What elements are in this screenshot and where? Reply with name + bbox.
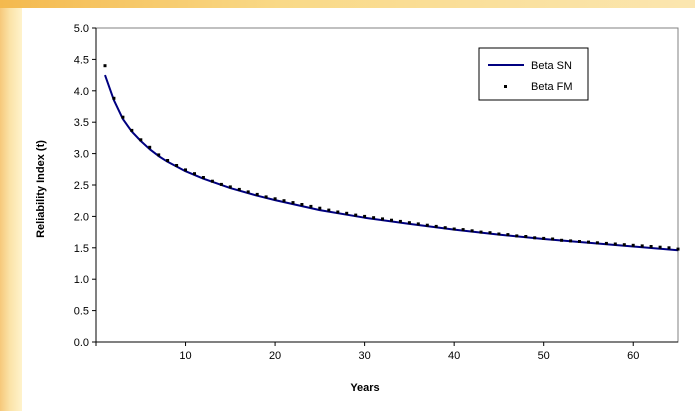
data-point-beta-fm bbox=[363, 214, 367, 218]
data-point-beta-fm bbox=[569, 239, 573, 243]
y-tick-label: 1.5 bbox=[74, 243, 89, 255]
data-point-beta-fm bbox=[175, 164, 179, 167]
data-point-beta-fm bbox=[425, 223, 429, 227]
x-tick-label: 50 bbox=[538, 350, 550, 362]
legend: Beta SN Beta FM bbox=[478, 47, 589, 101]
y-tick-label: 4.0 bbox=[74, 86, 89, 98]
data-point-beta-fm bbox=[622, 243, 626, 247]
y-tick-label: 3.5 bbox=[74, 117, 89, 129]
y-tick-label: 1.0 bbox=[74, 274, 89, 286]
series-layer bbox=[103, 64, 680, 252]
data-point-beta-fm bbox=[407, 221, 411, 225]
data-point-beta-fm bbox=[658, 245, 662, 249]
y-tick-label: 5.0 bbox=[74, 23, 89, 35]
legend-label-beta-sn: Beta SN bbox=[531, 60, 572, 72]
data-point-beta-fm bbox=[416, 222, 420, 226]
data-point-beta-fm bbox=[372, 216, 376, 220]
data-point-beta-fm bbox=[613, 242, 617, 246]
data-point-beta-fm bbox=[354, 213, 358, 217]
y-tick-label: 0.0 bbox=[74, 337, 89, 349]
data-point-beta-fm bbox=[166, 159, 170, 162]
data-point-beta-fm bbox=[112, 96, 116, 100]
data-point-beta-fm bbox=[291, 201, 295, 205]
data-point-beta-fm bbox=[139, 138, 143, 142]
data-point-beta-fm bbox=[578, 240, 581, 243]
data-point-beta-fm bbox=[649, 245, 653, 248]
data-point-beta-fm bbox=[381, 217, 384, 221]
data-point-beta-fm bbox=[461, 228, 465, 232]
data-point-beta-fm bbox=[587, 240, 590, 244]
data-point-beta-fm bbox=[148, 145, 152, 149]
data-point-beta-fm bbox=[524, 235, 528, 238]
data-point-beta-fm bbox=[184, 168, 187, 172]
data-point-beta-fm bbox=[103, 64, 107, 68]
data-point-beta-fm bbox=[452, 227, 456, 231]
y-tick-label: 0.5 bbox=[74, 306, 89, 318]
data-point-beta-fm bbox=[219, 182, 223, 186]
series-line-beta-sn bbox=[104, 74, 679, 252]
data-point-beta-fm bbox=[542, 236, 546, 240]
data-point-beta-fm bbox=[488, 231, 492, 235]
x-axis-ticks: 10 20 30 40 50 60 bbox=[95, 342, 639, 362]
data-point-beta-fm bbox=[515, 234, 519, 238]
data-point-beta-fm bbox=[157, 153, 161, 157]
data-point-beta-fm bbox=[640, 244, 644, 248]
plot-layer bbox=[95, 27, 679, 343]
x-tick-label: 40 bbox=[448, 350, 460, 362]
y-axis-title: Reliability Index (t) bbox=[35, 140, 47, 238]
plot-area bbox=[95, 27, 679, 343]
x-tick-label: 60 bbox=[627, 350, 639, 362]
data-point-beta-fm bbox=[533, 236, 537, 240]
data-point-beta-fm bbox=[676, 247, 680, 251]
y-tick-label: 3.0 bbox=[74, 149, 89, 161]
data-point-beta-fm bbox=[193, 172, 196, 176]
data-point-beta-fm bbox=[631, 243, 635, 247]
y-axis-ticks: 0.0 0.5 1.0 1.5 2.0 2.5 3.0 3.5 4.0 4.5 5.0 bbox=[74, 23, 96, 349]
data-point-beta-fm bbox=[264, 195, 268, 199]
data-point-beta-fm bbox=[130, 128, 134, 132]
data-point-beta-fm bbox=[255, 192, 259, 196]
legend-box bbox=[478, 47, 589, 101]
data-point-beta-fm bbox=[327, 208, 331, 212]
data-point-beta-fm bbox=[470, 229, 474, 233]
data-point-beta-fm bbox=[434, 224, 438, 228]
data-point-beta-fm bbox=[595, 241, 599, 245]
data-point-beta-fm bbox=[345, 211, 349, 215]
data-point-beta-fm bbox=[604, 241, 608, 245]
data-point-beta-fm bbox=[210, 179, 214, 183]
y-tick-label: 2.5 bbox=[74, 180, 89, 192]
x-tick-label: 10 bbox=[179, 350, 191, 362]
data-point-beta-fm bbox=[336, 210, 340, 214]
x-axis-title: Years bbox=[350, 382, 379, 394]
data-point-beta-fm bbox=[318, 206, 322, 210]
data-point-beta-fm bbox=[246, 190, 250, 194]
legend-marker-sample bbox=[504, 85, 507, 88]
data-point-beta-fm bbox=[551, 237, 555, 241]
data-point-beta-fm bbox=[273, 197, 277, 201]
y-tick-label: 4.5 bbox=[74, 54, 89, 66]
y-tick-label: 2.0 bbox=[74, 211, 89, 223]
x-tick-label: 20 bbox=[269, 350, 281, 362]
data-point-beta-fm bbox=[390, 218, 393, 222]
data-point-beta-fm bbox=[228, 185, 232, 189]
data-point-beta-fm bbox=[237, 187, 241, 191]
data-point-beta-fm bbox=[560, 238, 564, 242]
data-point-beta-fm bbox=[282, 199, 286, 203]
data-point-beta-fm bbox=[479, 230, 483, 234]
data-point-beta-fm bbox=[443, 226, 447, 230]
data-point-beta-fm bbox=[300, 203, 304, 206]
data-point-beta-fm bbox=[506, 233, 510, 237]
data-point-beta-fm bbox=[121, 115, 125, 119]
data-point-beta-fm bbox=[398, 219, 402, 223]
slide-top-band bbox=[0, 0, 695, 8]
data-point-beta-fm bbox=[201, 176, 205, 179]
data-point-beta-fm bbox=[497, 232, 501, 236]
x-tick-label: 30 bbox=[358, 350, 370, 362]
data-point-beta-fm bbox=[667, 246, 671, 250]
legend-label-beta-fm: Beta FM bbox=[531, 81, 573, 93]
data-point-beta-fm bbox=[309, 204, 313, 208]
